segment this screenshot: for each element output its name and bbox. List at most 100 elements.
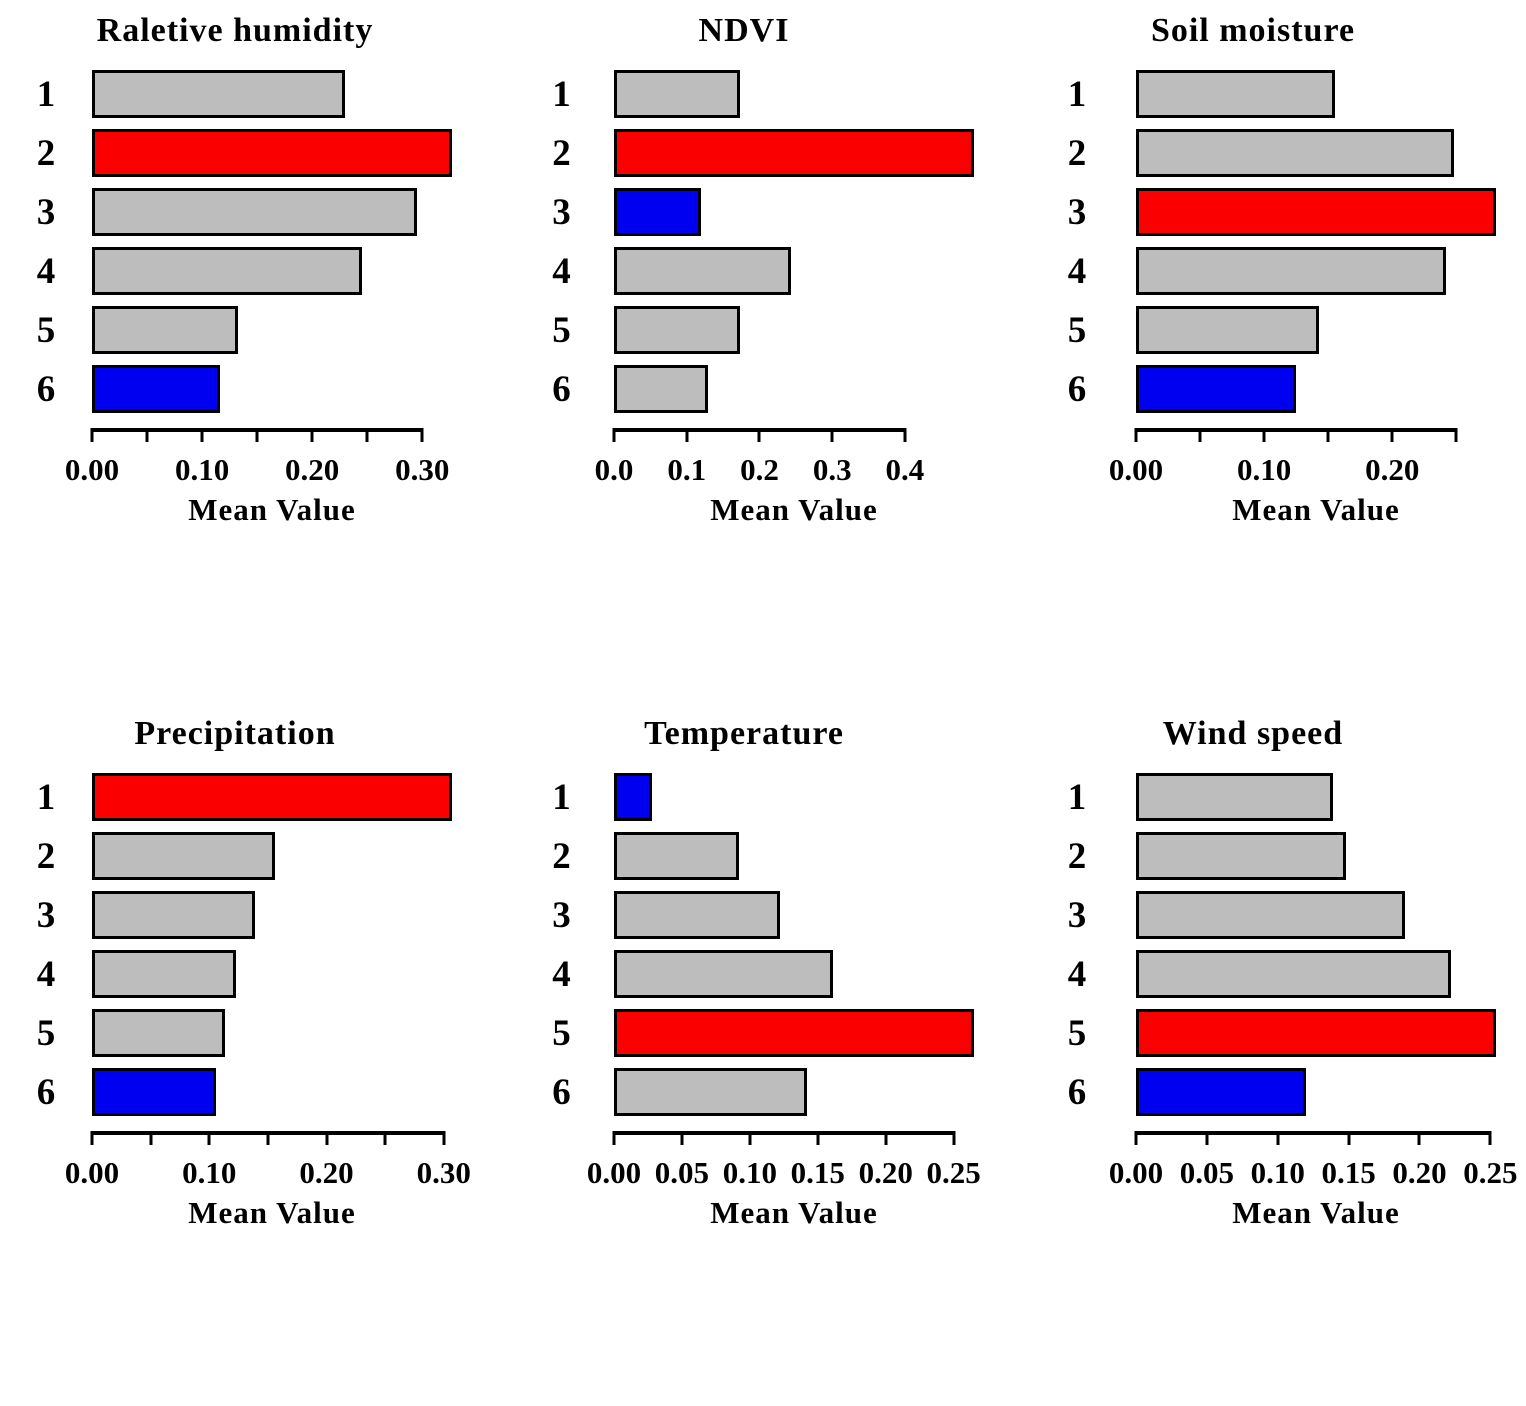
- axis-tick-label: 0.25: [926, 1155, 981, 1190]
- axis-tick: [884, 1131, 888, 1145]
- axis-tick-label: 0.4: [885, 452, 925, 487]
- axis-tick: [1134, 1131, 1138, 1145]
- bar-red: [92, 129, 452, 177]
- category-label: 4: [552, 250, 571, 292]
- axis-tick-label: 0.20: [285, 452, 340, 487]
- category-label: 6: [36, 1071, 56, 1113]
- axis-tick-label: 0.10: [1236, 452, 1292, 487]
- axis-tick-label: 0.10: [722, 1155, 777, 1190]
- axis-tick-label: 0.0: [594, 452, 634, 487]
- axis-tick: [442, 1131, 446, 1145]
- x-axis-title: Mean Value: [1232, 492, 1400, 527]
- x-axis-title: Mean Value: [710, 492, 878, 527]
- axis-tick: [1326, 428, 1330, 442]
- category-label: 3: [552, 191, 571, 233]
- bar-gray: [1136, 306, 1320, 354]
- bar-gray: [1136, 832, 1346, 880]
- category-label: 2: [36, 835, 56, 877]
- chart-title: Temperature: [644, 715, 844, 752]
- bar-gray: [92, 891, 255, 939]
- bar-gray: [92, 832, 275, 880]
- x-axis: 0.00 0.10 0.20 0.30: [65, 1131, 471, 1191]
- axis-line: [1136, 1131, 1491, 1135]
- bar-red: [614, 1009, 974, 1057]
- category-label: 3: [36, 894, 56, 936]
- axis-tick: [1134, 428, 1138, 442]
- axis-tick-label: 0.2: [740, 452, 779, 487]
- chart-title: Wind speed: [1162, 715, 1344, 752]
- axis-tick: [1454, 428, 1458, 442]
- y-axis-labels: 1 2 3 4 5 6: [1018, 773, 1136, 1127]
- category-label: 3: [1067, 894, 1087, 936]
- bars-container: [92, 773, 452, 1127]
- chart-soil-moisture: Soil moisture 1 2 3 4 5 6 0.00 0.10 0.20 Mean V…: [1018, 0, 1526, 703]
- bar-gray: [614, 306, 740, 354]
- category-label: 2: [552, 132, 571, 174]
- axis-tick: [748, 1131, 752, 1145]
- bar-gray: [92, 188, 417, 236]
- bar-gray: [92, 306, 239, 354]
- axis-tick: [310, 428, 314, 442]
- bar-gray: [92, 247, 362, 295]
- axis-tick-label: 0.05: [654, 1155, 710, 1190]
- bar-gray: [92, 1009, 225, 1057]
- bar-gray: [614, 247, 792, 295]
- axis-tick: [365, 428, 369, 442]
- axis-tick: [612, 1131, 616, 1145]
- bar-red: [1136, 1009, 1496, 1057]
- category-label: 6: [1067, 368, 1087, 410]
- axis-tick-label: 0.15: [1321, 1155, 1376, 1190]
- bars-container: [614, 773, 974, 1127]
- chart-precipitation: Precipitation 1 2 3 4 5 6 0.00 0.10 0.20 0.30 Me…: [0, 703, 509, 1406]
- axis-tick: [1205, 1131, 1209, 1145]
- category-label: 6: [552, 1071, 571, 1113]
- category-label: 5: [552, 1012, 571, 1054]
- axis-tick: [1488, 1131, 1492, 1145]
- category-label: 6: [552, 368, 571, 410]
- y-axis-labels: 1 2 3 4 5 6: [509, 70, 614, 424]
- axis-tick: [420, 428, 424, 442]
- bar-gray: [1136, 247, 1447, 295]
- bar-gray: [614, 1068, 807, 1116]
- category-label: 5: [1067, 309, 1087, 351]
- bar-gray: [1136, 70, 1335, 118]
- axis-tick: [685, 428, 689, 442]
- category-label: 1: [1067, 776, 1087, 818]
- category-label: 4: [552, 953, 571, 995]
- category-label: 4: [1067, 953, 1087, 995]
- axis-tick: [207, 1131, 211, 1145]
- bar-blue: [614, 773, 653, 821]
- axis-tick-label: 0.3: [812, 452, 852, 487]
- bar-gray: [614, 950, 833, 998]
- category-label: 4: [36, 953, 56, 995]
- bars-container: [1136, 70, 1496, 424]
- category-label: 5: [36, 309, 56, 351]
- plot-area: 1 2 3 4 5 6: [1018, 70, 1496, 424]
- bar-blue: [92, 365, 220, 413]
- chart-relative-humidity: Raletive humidity 1 2 3 4 5 6 0.00 0.10 0.20 0.3…: [0, 0, 509, 703]
- bar-gray: [92, 950, 237, 998]
- axis-tick-label: 0.25: [1463, 1155, 1518, 1190]
- bar-red: [1136, 188, 1496, 236]
- chart-title: Soil moisture: [1150, 12, 1356, 49]
- axis-tick: [149, 1131, 153, 1145]
- axis-tick: [145, 428, 149, 442]
- axis-tick: [325, 1131, 329, 1145]
- bar-red: [614, 129, 974, 177]
- bar-gray: [1136, 891, 1406, 939]
- axis-tick: [903, 428, 907, 442]
- axis-tick: [255, 428, 259, 442]
- category-label: 1: [36, 73, 56, 115]
- bar-blue: [614, 188, 702, 236]
- axis-tick: [1198, 428, 1202, 442]
- x-axis: 0.00 0.05 0.10 0.15 0.20 0.25: [1109, 1131, 1517, 1191]
- axis-tick: [266, 1131, 270, 1145]
- axis-tick: [952, 1131, 956, 1145]
- category-label: 2: [36, 132, 56, 174]
- category-label: 5: [552, 309, 571, 351]
- y-axis-labels: 1 2 3 4 5 6: [0, 70, 92, 424]
- x-axis-title: Mean Value: [1232, 1195, 1400, 1230]
